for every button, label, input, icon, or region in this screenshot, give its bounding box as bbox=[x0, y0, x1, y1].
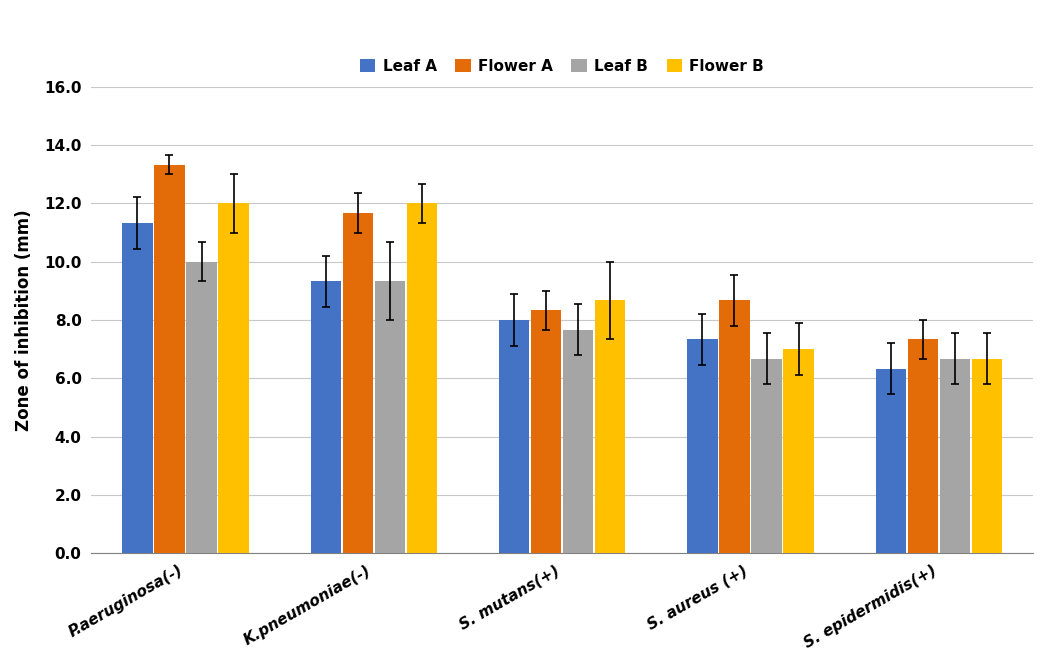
Bar bbox=[375, 281, 405, 553]
Bar bbox=[971, 359, 1002, 553]
Bar bbox=[187, 262, 217, 553]
Bar bbox=[595, 300, 626, 553]
Bar bbox=[499, 320, 529, 553]
Bar bbox=[531, 310, 562, 553]
Bar bbox=[719, 300, 749, 553]
Bar bbox=[311, 281, 341, 553]
Bar bbox=[123, 223, 153, 553]
Bar bbox=[908, 340, 938, 553]
Bar bbox=[751, 359, 782, 553]
Bar bbox=[343, 213, 373, 553]
Bar bbox=[407, 203, 437, 553]
Bar bbox=[218, 203, 248, 553]
Legend: Leaf A, Flower A, Leaf B, Flower B: Leaf A, Flower A, Leaf B, Flower B bbox=[354, 53, 770, 80]
Bar bbox=[784, 349, 813, 553]
Bar bbox=[563, 330, 593, 553]
Bar bbox=[687, 340, 718, 553]
Bar bbox=[876, 368, 905, 553]
Bar bbox=[940, 359, 969, 553]
Y-axis label: Zone of inhibition (mm): Zone of inhibition (mm) bbox=[15, 209, 32, 431]
Bar bbox=[154, 165, 184, 553]
